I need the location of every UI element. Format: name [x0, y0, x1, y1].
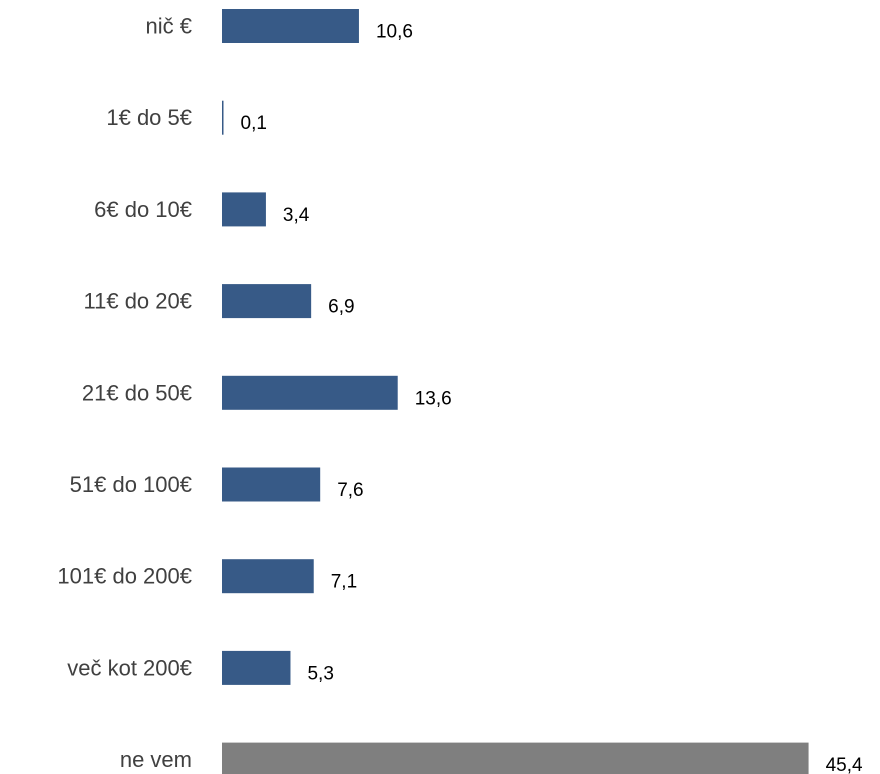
category-label: 101€ do 200€	[57, 564, 192, 589]
bar	[222, 559, 314, 594]
bar-row: ne vem 45,4	[120, 742, 863, 774]
category-label: nič €	[146, 14, 192, 39]
bar	[222, 100, 224, 135]
bar-row: 51€ do 100€ 7,6	[70, 467, 364, 502]
bar-row: 11€ do 20€ 6,9	[84, 284, 355, 319]
category-label: 1€ do 5€	[106, 105, 192, 130]
value-label: 7,1	[331, 572, 357, 593]
bar	[222, 650, 291, 685]
value-label: 3,4	[283, 205, 310, 226]
category-label: več kot 200€	[67, 655, 192, 680]
bar	[222, 9, 359, 43]
bar	[222, 742, 809, 774]
bar-row: 1€ do 5€ 0,1	[106, 100, 267, 135]
bar	[222, 284, 312, 319]
value-label: 10,6	[376, 22, 413, 43]
value-label: 5,3	[307, 663, 333, 684]
bar	[222, 467, 321, 502]
value-label: 6,9	[328, 297, 354, 318]
value-label: 13,6	[415, 388, 452, 409]
category-label: 11€ do 20€	[84, 289, 192, 314]
bar-row: nič € 10,6	[146, 9, 413, 43]
bar	[222, 192, 266, 227]
value-label: 0,1	[241, 113, 267, 134]
category-label: ne vem	[120, 747, 192, 772]
category-label: 51€ do 100€	[70, 472, 192, 497]
value-label: 7,6	[337, 480, 363, 501]
bar	[222, 375, 398, 410]
category-label: 6€ do 10€	[94, 197, 192, 222]
value-label: 45,4	[826, 755, 863, 774]
bar-row: več kot 200€ 5,3	[67, 650, 334, 685]
bar-row: 21€ do 50€ 13,6	[82, 375, 452, 410]
bar-row: 6€ do 10€ 3,4	[94, 192, 310, 227]
bar-row: 101€ do 200€ 7,1	[57, 559, 357, 594]
category-label: 21€ do 50€	[82, 380, 192, 405]
